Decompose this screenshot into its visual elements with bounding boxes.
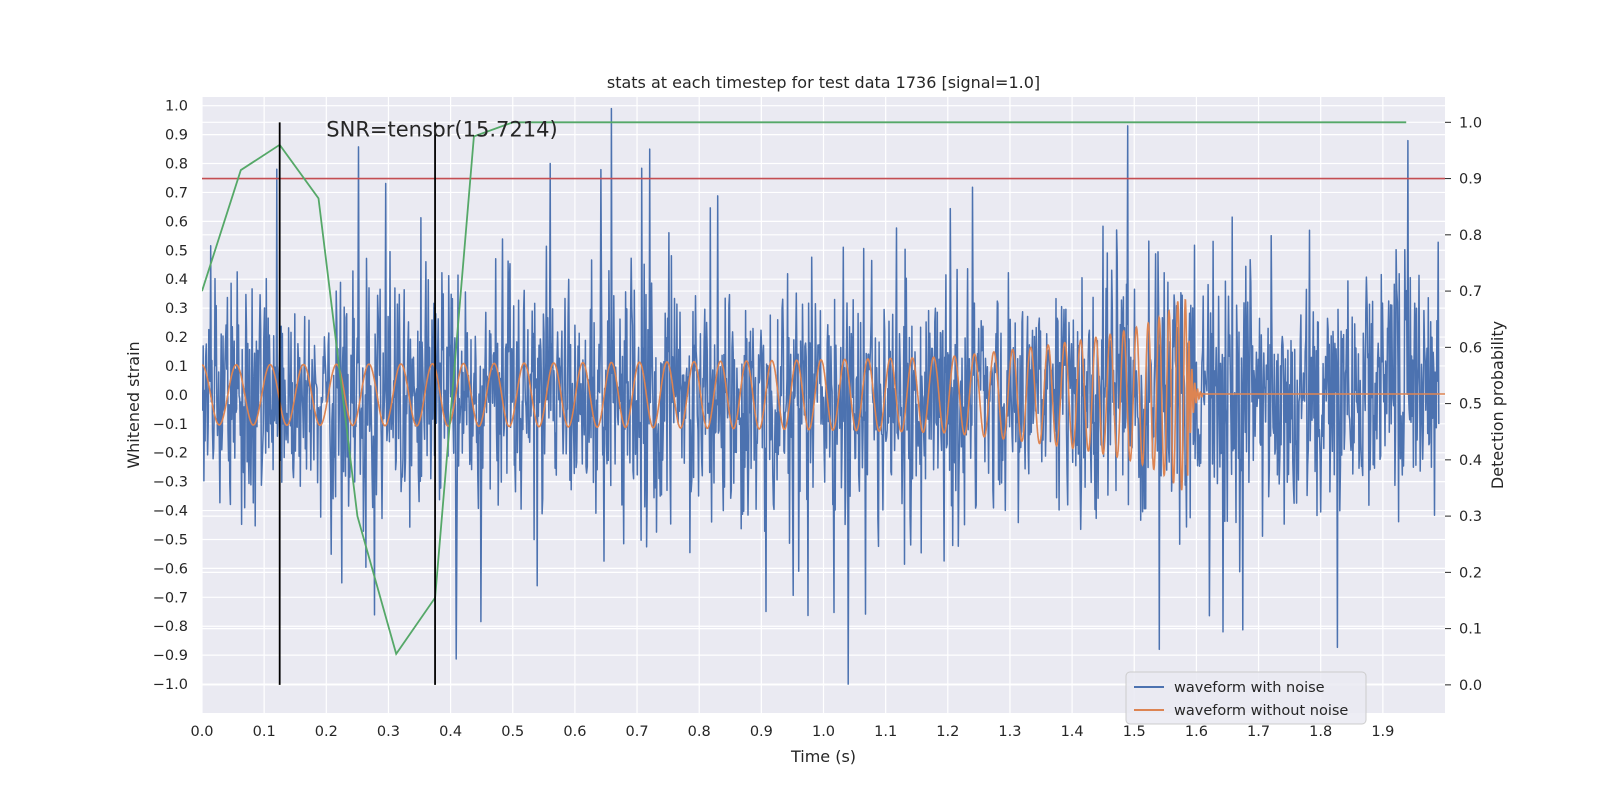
y-tick-label-right: 0.2 [1459,565,1482,581]
x-tick-label: 0.7 [626,724,649,740]
y-tick-label-right: 0.8 [1459,228,1482,244]
y-tick-label-left: 0.2 [165,330,188,346]
x-tick-label: 0.6 [563,724,586,740]
y-tick-label-left: −0.5 [153,532,188,548]
y-tick-label-left: −0.2 [153,446,188,462]
x-tick-label: 1.8 [1309,724,1332,740]
x-tick-label: 1.4 [1061,724,1084,740]
legend: waveform with noise waveform without noi… [1125,671,1367,725]
chart-title: stats at each timestep for test data 173… [607,73,1040,92]
x-tick-label: 0.5 [501,724,524,740]
y-tick-label-left: −0.8 [153,619,188,635]
y-tick-label-right: 0.5 [1459,397,1482,413]
y-tick-label-left: 0.6 [165,214,188,230]
series-detection-probability [202,121,1407,656]
y-tick-label-right: 1.0 [1459,115,1482,131]
y-tick-label-left: 0.8 [165,157,188,173]
y-tick-label-right: 0.9 [1459,172,1482,188]
ticks: 0.0 0.1 0.2 0.3 0.4 0.5 0.6 0.7 0.8 0.9 1.0 1.1 1.2 1… [153,99,1482,740]
y-tick-label-left: −0.6 [153,561,188,577]
y-tick-label-left: 0.5 [165,243,188,259]
x-tick-label: 0.4 [439,724,462,740]
series-waveform-with-noise [202,107,1440,685]
y-tick-label-left: −0.4 [153,504,188,520]
x-tick-label: 1.1 [874,724,897,740]
x-tick-label: 1.6 [1185,724,1208,740]
x-tick-label: 1.9 [1371,724,1394,740]
series-waveform-without-noise [202,298,1445,491]
x-tick-label: 0.1 [253,724,276,740]
x-tick-label: 1.7 [1247,724,1270,740]
x-tick-label: 1.3 [998,724,1021,740]
y-tick-label-right: 0.7 [1459,284,1482,300]
x-tick-label: 0.3 [377,724,400,740]
y-tick-label-left: −0.9 [153,648,188,664]
snr-annotation: SNR=tensor(15.7214) [326,118,557,142]
x-tick-label: 1.5 [1123,724,1146,740]
y-tick-label-left: −0.1 [153,417,188,433]
legend-box [1125,671,1367,725]
y-tick-label-left: 1.0 [165,99,188,115]
x-axis-label: Time (s) [790,747,856,766]
y-tick-label-left: 0.3 [165,301,188,317]
y-tick-label-left: 0.7 [165,185,188,201]
x-tick-label: 0.0 [190,724,213,740]
x-tick-label: 1.2 [936,724,959,740]
y-tick-label-left: −0.7 [153,590,188,606]
legend-label-clean: waveform without noise [1174,703,1348,719]
y-axis-label-right: Detection probability [1488,321,1507,489]
x-tick-label: 0.2 [315,724,338,740]
y-tick-label-left: 0.0 [165,388,188,404]
y-tick-label-right: 0.6 [1459,340,1482,356]
y-tick-label-left: −1.0 [153,677,188,693]
y-tick-label-left: 0.4 [165,272,188,288]
y-tick-label-right: 0.3 [1459,509,1482,525]
data-layer [202,107,1445,685]
y-tick-label-right: 0.0 [1459,678,1482,694]
x-tick-label: 0.8 [688,724,711,740]
legend-label-noisy: waveform with noise [1174,680,1325,696]
y-tick-label-left: 0.9 [165,128,188,144]
y-tick-label-right: 0.4 [1459,453,1482,469]
x-tick-label: 0.9 [750,724,773,740]
y-tick-label-left: 0.1 [165,359,188,375]
y-axis-label-left: Whitened strain [124,341,143,468]
y-tick-label-left: −0.3 [153,475,188,491]
y-tick-label-right: 0.1 [1459,622,1482,638]
x-tick-label: 1.0 [812,724,835,740]
